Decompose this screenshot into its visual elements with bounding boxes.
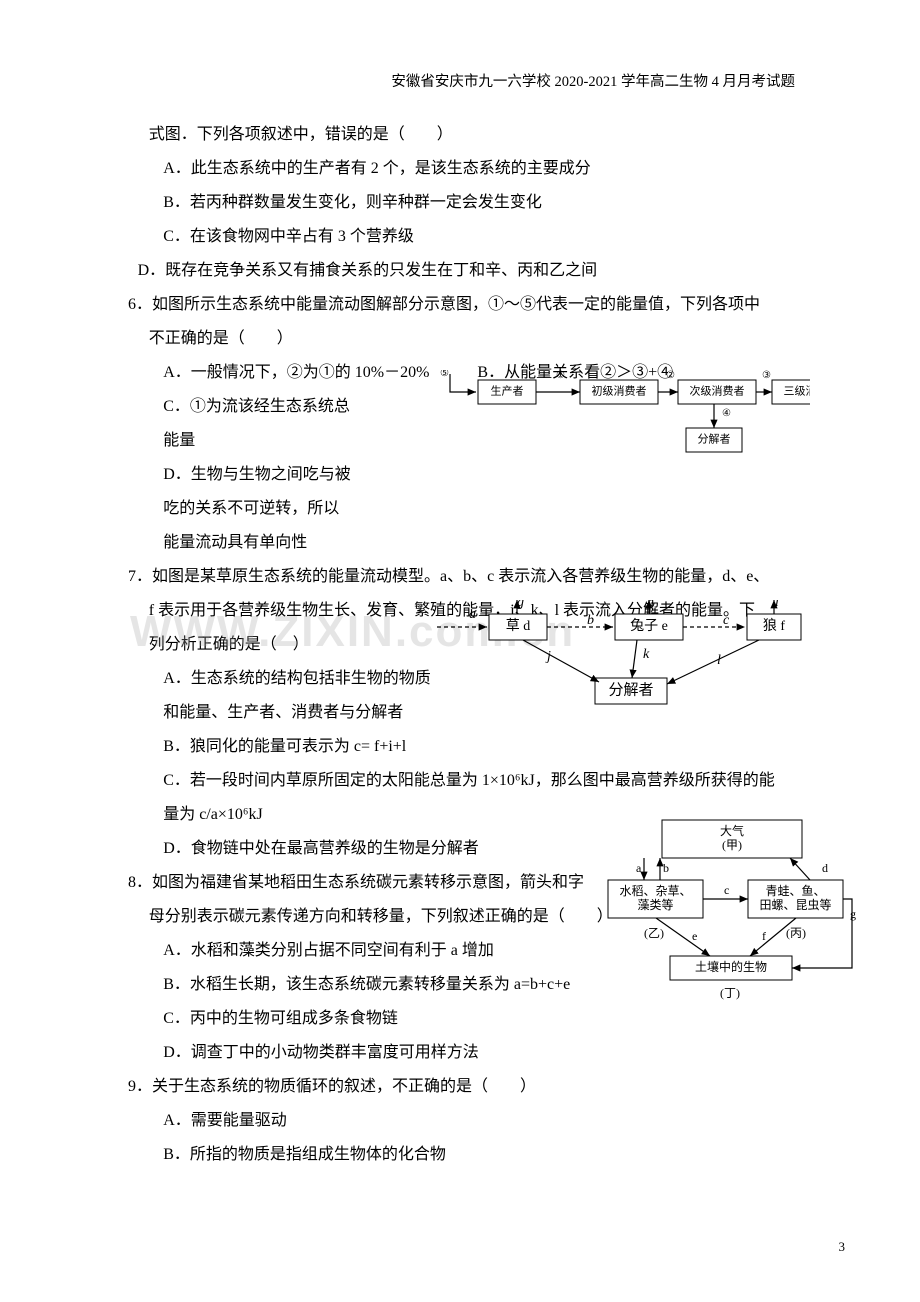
q8-diagram: 大气(甲) 水稻、杂草、藻类等 青蛙、鱼、田螺、昆虫等土壤中的生物 (乙) (丙) (丁)… bbox=[600, 818, 860, 1018]
q6-stem-1: 6．如图所示生态系统中能量流动图解部分示意图，①～⑤代表一定的能量值，下列各项中 bbox=[120, 289, 800, 321]
q5-option-a: A．此生态系统中的生产者有 2 个，是该生态系统的主要成分 bbox=[120, 153, 800, 185]
svg-text:分解者: 分解者 bbox=[608, 681, 653, 698]
page-number: 3 bbox=[839, 1234, 846, 1260]
svg-text:青蛙、鱼、: 青蛙、鱼、 bbox=[765, 884, 825, 898]
q7-stem-1: 7．如图是某草原生态系统的能量流动模型。a、b、c 表示流入各营养级生物的能量，… bbox=[120, 561, 800, 593]
q5-option-c: C．在该食物网中辛占有 3 个营养级 bbox=[120, 221, 800, 253]
svg-text:i: i bbox=[775, 600, 779, 610]
svg-text:④: ④ bbox=[722, 408, 731, 419]
q9-option-a: A．需要能量驱动 bbox=[120, 1105, 800, 1137]
q6-option-d-3: 能量流动具有单向性 bbox=[120, 527, 800, 559]
q6-diagram: 生产者 初级消费者 次级消费者 三级消费者分解者 ⑤ ① ② ③ ④ bbox=[390, 370, 810, 455]
q8-option-d: D．调查丁中的小动物类群丰富度可用样方法 bbox=[120, 1037, 800, 1069]
svg-text:三级消费者: 三级消费者 bbox=[784, 384, 811, 398]
svg-text:a: a bbox=[469, 607, 476, 622]
svg-text:(甲): (甲) bbox=[722, 838, 742, 852]
svg-text:草 d: 草 d bbox=[506, 618, 531, 634]
svg-text:大气: 大气 bbox=[720, 823, 744, 838]
svg-text:(丁): (丁) bbox=[720, 986, 740, 1000]
page-header: 安徽省安庆市九一六学校 2020-2021 学年高二生物 4 月月考试题 bbox=[120, 68, 800, 97]
svg-text:田螺、昆虫等: 田螺、昆虫等 bbox=[759, 898, 831, 912]
q7-option-c-1: C．若一段时间内草原所固定的太阳能总量为 1×10⁶kJ，那么图中最高营养级所获… bbox=[120, 765, 800, 797]
svg-text:h: h bbox=[647, 600, 654, 610]
q6-stem-2: 不正确的是（ ） bbox=[120, 323, 800, 355]
q6-option-d-2: 吃的关系不可逆转，所以 bbox=[120, 493, 800, 525]
svg-text:l: l bbox=[717, 653, 721, 668]
svg-text:土壤中的生物: 土壤中的生物 bbox=[695, 959, 767, 974]
q9-stem: 9．关于生态系统的物质循环的叙述，不正确的是（ ） bbox=[120, 1071, 800, 1103]
svg-text:③: ③ bbox=[762, 370, 771, 381]
svg-text:⑤: ⑤ bbox=[440, 370, 449, 379]
svg-text:②: ② bbox=[666, 370, 675, 381]
svg-text:次级消费者: 次级消费者 bbox=[690, 384, 745, 398]
svg-text:(乙): (乙) bbox=[644, 926, 664, 940]
svg-text:b: b bbox=[663, 861, 669, 875]
svg-text:生产者: 生产者 bbox=[491, 384, 524, 398]
svg-text:g: g bbox=[850, 907, 856, 921]
svg-text:c: c bbox=[723, 613, 730, 628]
q7-diagram: 草 d 兔子 e 狼 f 分解者 a b c g h i j k l bbox=[427, 600, 812, 710]
svg-text:k: k bbox=[643, 647, 650, 662]
svg-text:兔子 e: 兔子 e bbox=[630, 618, 668, 634]
svg-text:c: c bbox=[724, 883, 729, 897]
svg-text:e: e bbox=[692, 929, 697, 943]
svg-text:j: j bbox=[545, 649, 551, 664]
svg-text:g: g bbox=[517, 600, 524, 610]
svg-text:水稻、杂草、: 水稻、杂草、 bbox=[619, 884, 691, 898]
q7-option-b: B．狼同化的能量可表示为 c= f+i+l bbox=[120, 731, 800, 763]
svg-text:初级消费者: 初级消费者 bbox=[592, 384, 647, 398]
svg-text:分解者: 分解者 bbox=[698, 432, 731, 446]
svg-text:(丙): (丙) bbox=[786, 926, 806, 940]
q5-option-d: D．既存在竞争关系又有捕食关系的只发生在丁和辛、丙和乙之间 bbox=[120, 255, 800, 287]
q6-option-d-1: D．生物与生物之间吃与被 bbox=[120, 459, 800, 491]
svg-text:a: a bbox=[636, 861, 642, 875]
svg-text:狼 f: 狼 f bbox=[763, 618, 785, 634]
svg-text:b: b bbox=[587, 613, 594, 628]
svg-text:藻类等: 藻类等 bbox=[637, 898, 673, 912]
q5-option-b: B．若丙种群数量发生变化，则辛种群一定会发生变化 bbox=[120, 187, 800, 219]
svg-text:d: d bbox=[822, 861, 828, 875]
q9-option-b: B．所指的物质是指组成生物体的化合物 bbox=[120, 1139, 800, 1171]
svg-text:①: ① bbox=[556, 370, 565, 381]
svg-text:f: f bbox=[762, 929, 766, 943]
q5-stem-cont: 式图．下列各项叙述中，错误的是（ ） bbox=[120, 119, 800, 151]
